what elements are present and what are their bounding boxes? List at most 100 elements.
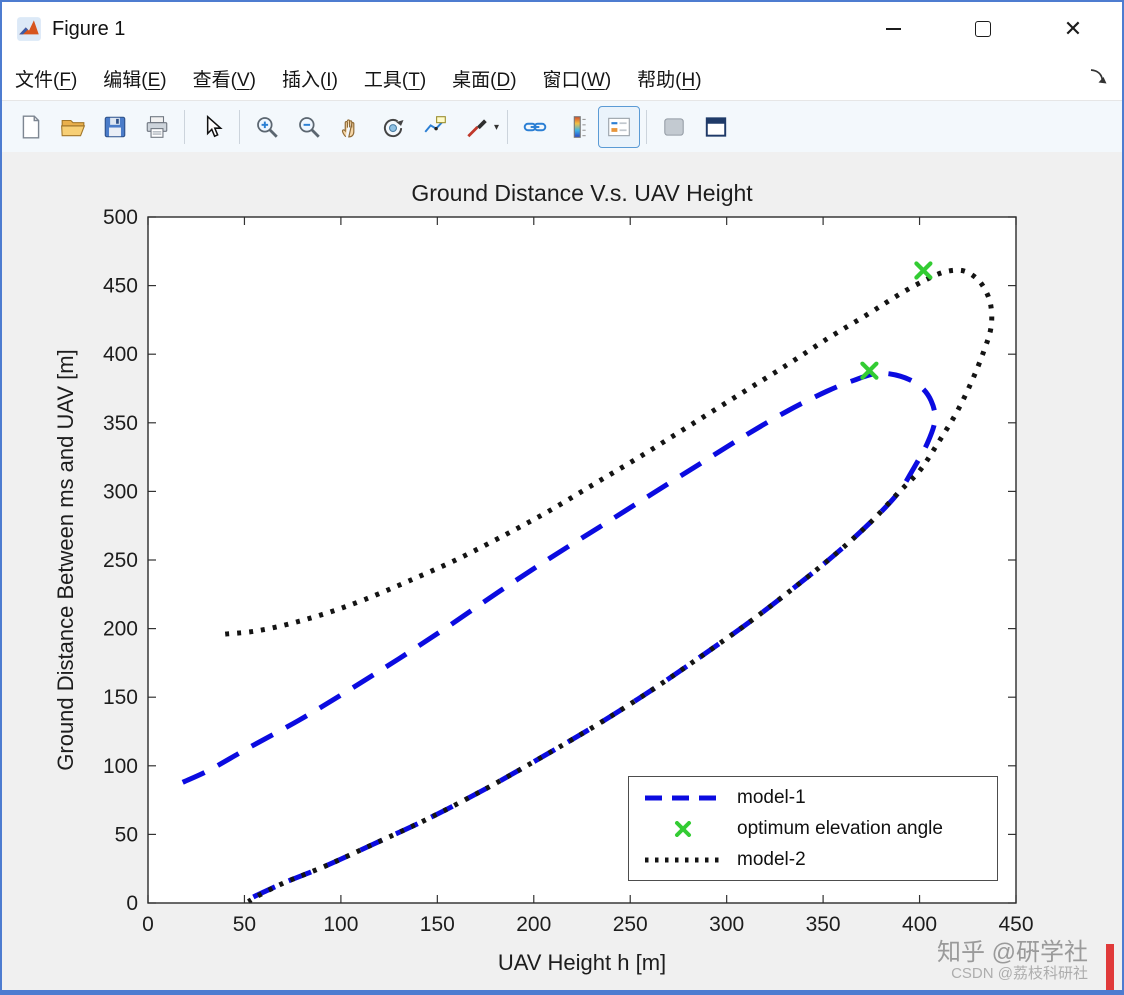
legend-entry-model-2: model-2 (629, 844, 997, 875)
close-button[interactable]: ✕ (1050, 9, 1096, 49)
y-tick-label: 200 (103, 618, 138, 641)
brush-data-button[interactable] (456, 106, 498, 148)
y-tick-label: 400 (103, 343, 138, 366)
toolbar-separator (239, 110, 240, 144)
optimum-marker-icon (860, 361, 879, 380)
menu-item[interactable]: 帮助(H) (637, 69, 702, 91)
y-tick-label: 150 (103, 686, 138, 709)
window-title: Figure 1 (52, 17, 126, 40)
watermark-csdn: CSDN @荔枝科研社 (951, 965, 1088, 982)
rotate-3d-icon (383, 118, 404, 138)
optimum-marker-icon (914, 261, 933, 280)
x-tick-label: 350 (806, 913, 841, 936)
dock-figure-icon (705, 117, 727, 137)
chart-legend[interactable]: model-1 optimum elevation angle model-2 (628, 776, 998, 881)
y-tick-label: 50 (115, 823, 138, 846)
colorbar-icon (573, 116, 586, 138)
menu-item[interactable]: 插入(I) (281, 69, 338, 91)
zoom-in-icon (257, 117, 278, 138)
figure-canvas: 0 50 100 150 200 250 300 350 400 450 0 50 100 150 200 2… (2, 152, 1122, 990)
save-figure-button[interactable] (94, 106, 136, 148)
legend-line-model-1 (645, 795, 721, 800)
model-1-curve (181, 370, 938, 904)
legend-entry-optimum: optimum elevation angle (629, 813, 997, 844)
brush-icon (467, 119, 487, 138)
zoom-out-button[interactable] (288, 106, 330, 148)
pan-hand-icon (341, 119, 355, 138)
legend-label: model-1 (737, 786, 806, 808)
y-tick-label: 450 (103, 275, 138, 298)
zoom-out-icon (299, 117, 320, 138)
figure-toolbar: ▾ (2, 101, 1122, 154)
matlab-icon (17, 17, 41, 41)
legend-marker-optimum (675, 820, 691, 837)
y-tick-label: 300 (103, 480, 138, 503)
minimize-button[interactable] (870, 9, 916, 49)
toolbar-separator (646, 110, 648, 144)
x-tick-label: 200 (516, 913, 551, 936)
y-tick-label: 0 (126, 892, 138, 915)
hide-plot-tools-button[interactable] (653, 106, 695, 148)
menu-item[interactable]: 工具(T) (363, 69, 427, 91)
x-tick-label: 50 (233, 913, 256, 936)
menu-items: 文件(F) 编辑(E) 查看(V) 插入(I) 工具(T) 桌面(D) 窗口(W) 帮助(H) (2, 65, 715, 92)
y-tick-label: 500 (103, 206, 138, 229)
x-tick-label: 450 (998, 913, 1033, 936)
print-figure-button[interactable] (136, 106, 178, 148)
link-plot-button[interactable] (514, 106, 556, 148)
y-tick-label: 100 (103, 755, 138, 778)
rotate-3d-button[interactable] (372, 106, 414, 148)
dock-arrow-icon[interactable] (1086, 66, 1110, 90)
legend-label: model-2 (737, 848, 806, 870)
x-axis-label: UAV Height h [m] (497, 950, 667, 975)
menu-item[interactable]: 文件(F) (15, 69, 78, 91)
data-cursor-icon (424, 116, 446, 133)
y-tick-label: 250 (103, 549, 138, 572)
data-cursor-button[interactable] (414, 106, 456, 148)
minimize-icon (885, 28, 901, 30)
toolbar-separator (184, 110, 185, 144)
new-file-icon (22, 115, 40, 139)
link-plot-icon (523, 122, 547, 132)
new-figure-button[interactable] (10, 106, 52, 148)
x-tick-label: 150 (420, 913, 455, 936)
chart-title: Ground Distance V.s. UAV Height (411, 180, 753, 206)
insert-legend-button[interactable] (598, 106, 641, 148)
legend-line-model-2 (645, 857, 721, 862)
open-file-button[interactable] (52, 106, 94, 148)
save-icon (104, 116, 126, 138)
toolbar-separator (507, 110, 509, 144)
cursor-icon (206, 115, 223, 138)
menu-item[interactable]: 桌面(D) (452, 69, 517, 91)
watermark-zhihu: 知乎 @硏学社 (936, 939, 1088, 966)
maximize-button[interactable] (960, 9, 1006, 49)
legend-icon (608, 117, 630, 137)
legend-label: optimum elevation angle (737, 817, 943, 839)
x-tick-label: 400 (902, 913, 937, 936)
watermark-red-bar (1106, 944, 1114, 990)
y-tick-label: 350 (103, 412, 138, 435)
zoom-in-button[interactable] (246, 106, 288, 148)
x-tick-label: 300 (709, 913, 744, 936)
legend-entry-model-1: model-1 (629, 782, 997, 813)
hide-plot-tools-icon (664, 118, 684, 136)
y-axis-label: Ground Distance Between ms and UAV [m] (53, 349, 78, 771)
pan-button[interactable] (330, 106, 372, 148)
insert-colorbar-button[interactable] (556, 106, 598, 148)
maximize-icon (975, 21, 991, 37)
close-icon: ✕ (1063, 16, 1083, 41)
brush-dropdown-caret[interactable]: ▾ (494, 121, 500, 133)
x-tick-label: 0 (142, 913, 154, 936)
x-tick-label: 250 (613, 913, 648, 936)
edit-plot-button[interactable] (191, 106, 233, 148)
menu-item[interactable]: 查看(V) (192, 69, 256, 91)
open-folder-icon (61, 119, 86, 137)
dock-figure-button[interactable] (695, 106, 737, 148)
model-2-curve (224, 267, 995, 904)
menu-item[interactable]: 编辑(E) (103, 69, 167, 91)
menu-item[interactable]: 窗口(W) (542, 69, 612, 91)
titlebar[interactable]: Figure 1 ✕ (2, 2, 1122, 56)
menubar: 文件(F) 编辑(E) 查看(V) 插入(I) 工具(T) 桌面(D) 窗口(W) 帮助(H) (2, 56, 1122, 101)
print-icon (146, 116, 168, 138)
